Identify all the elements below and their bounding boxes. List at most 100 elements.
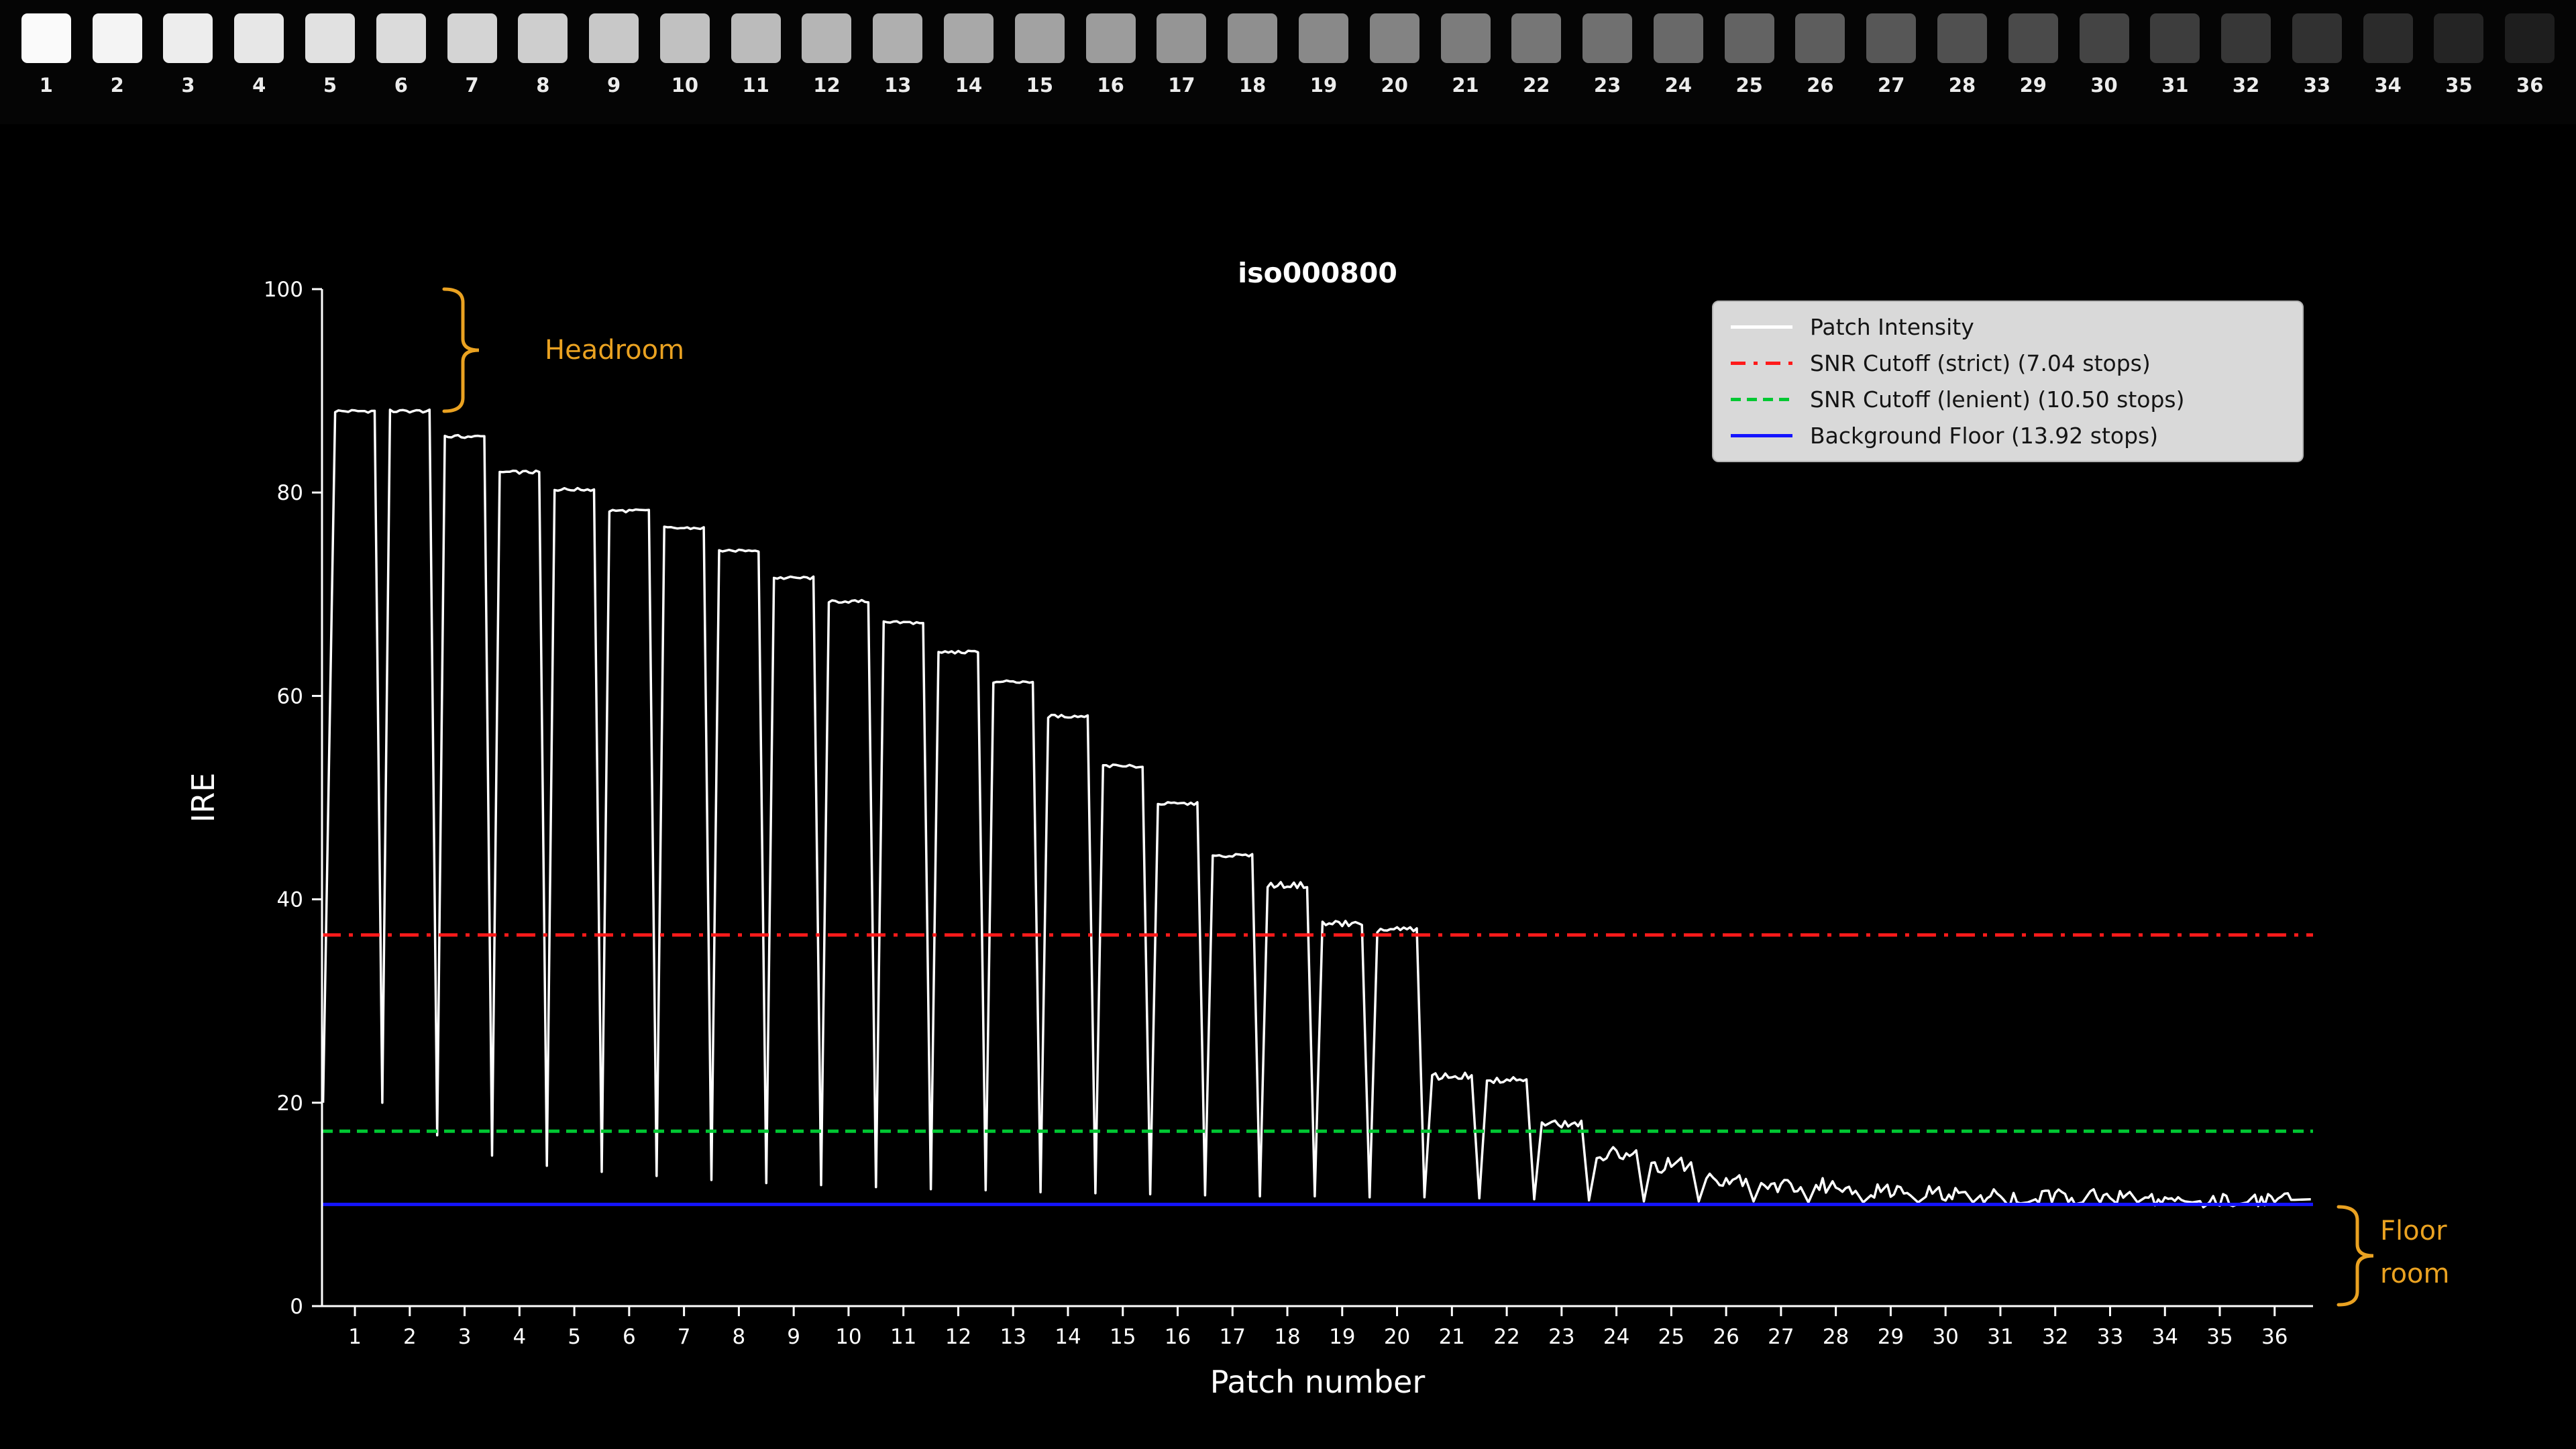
patch-cell: 23 — [1572, 13, 1643, 124]
gray-patch — [589, 13, 639, 63]
patch-number-label: 21 — [1452, 74, 1479, 97]
x-tick-label: 25 — [1658, 1325, 1684, 1349]
gray-patch — [1228, 13, 1277, 63]
x-tick-label: 17 — [1220, 1325, 1246, 1349]
patch-number-label: 18 — [1239, 74, 1266, 97]
gray-patch — [1866, 13, 1916, 63]
patch-cell: 22 — [1501, 13, 1572, 124]
legend-line-sample-red — [1731, 362, 1792, 365]
x-tick-label: 19 — [1329, 1325, 1355, 1349]
patch-cell: 24 — [1643, 13, 1714, 124]
patch-number-label: 11 — [743, 74, 769, 97]
x-tick-label: 16 — [1165, 1325, 1191, 1349]
patch-cell: 28 — [1927, 13, 1998, 124]
x-tick-label: 4 — [513, 1325, 526, 1349]
patch-cell: 4 — [223, 13, 294, 124]
x-tick-label: 36 — [2261, 1325, 2288, 1349]
gray-patch — [2150, 13, 2200, 63]
x-tick-label: 29 — [1878, 1325, 1904, 1349]
y-tick-label: 60 — [277, 684, 303, 708]
patch-cell: 12 — [792, 13, 863, 124]
gray-patch — [1654, 13, 1703, 63]
patch-number-label: 16 — [1097, 74, 1124, 97]
patch-cell: 25 — [1714, 13, 1785, 124]
gray-patch — [163, 13, 213, 63]
gray-patch — [2363, 13, 2413, 63]
patch-cell: 14 — [933, 13, 1004, 124]
legend-label: SNR Cutoff (lenient) (10.50 stops) — [1810, 386, 2185, 413]
patch-number-label: 15 — [1026, 74, 1053, 97]
patch-number-label: 24 — [1665, 74, 1692, 97]
gray-patch — [660, 13, 710, 63]
gray-patch — [2008, 13, 2058, 63]
patch-cell: 35 — [2424, 13, 2495, 124]
legend-line-sample-white — [1731, 325, 1792, 329]
legend-item-patch-intensity: Patch Intensity — [1731, 314, 2285, 340]
x-tick-label: 12 — [945, 1325, 971, 1349]
patch-number-label: 6 — [394, 74, 408, 97]
x-tick-label: 7 — [678, 1325, 691, 1349]
gray-patch — [305, 13, 355, 63]
patch-cell: 26 — [1785, 13, 1856, 124]
x-tick-label: 28 — [1823, 1325, 1849, 1349]
patch-number-label: 8 — [536, 74, 549, 97]
patch-cell: 31 — [2139, 13, 2210, 124]
patch-number-label: 9 — [607, 74, 621, 97]
gray-patch — [1725, 13, 1774, 63]
patch-cell: 15 — [1004, 13, 1075, 124]
gray-patch — [873, 13, 922, 63]
x-tick-label: 23 — [1548, 1325, 1574, 1349]
patch-number-label: 33 — [2304, 74, 2330, 97]
gray-patch — [1511, 13, 1561, 63]
y-tick-label: 40 — [277, 888, 303, 912]
patch-cell: 30 — [2069, 13, 2140, 124]
chart-area: 0204060801001234567891011121314151617181… — [0, 124, 2576, 1449]
floor-room-annotation: Floor room — [2380, 1210, 2449, 1295]
patch-intensity-trace — [323, 410, 2311, 1208]
gray-patch — [93, 13, 142, 63]
patch-number-label: 3 — [181, 74, 195, 97]
patch-cell: 11 — [720, 13, 792, 124]
x-tick-label: 14 — [1055, 1325, 1081, 1349]
x-tick-label: 10 — [835, 1325, 861, 1349]
headroom-annotation: Headroom — [545, 335, 684, 366]
x-tick-label: 30 — [1932, 1325, 1958, 1349]
patch-number-label: 12 — [813, 74, 840, 97]
x-tick-label: 21 — [1439, 1325, 1465, 1349]
y-tick-label: 0 — [290, 1295, 303, 1319]
patch-number-label: 34 — [2374, 74, 2401, 97]
patch-cell: 21 — [1430, 13, 1501, 124]
patch-cell: 1 — [11, 13, 82, 124]
patch-cell: 8 — [507, 13, 578, 124]
patch-number-label: 29 — [2020, 74, 2047, 97]
y-axis-label: IRE — [185, 773, 221, 823]
patch-cell: 20 — [1359, 13, 1430, 124]
patch-number-label: 31 — [2161, 74, 2188, 97]
gray-patch — [1299, 13, 1348, 63]
patch-number-label: 5 — [323, 74, 337, 97]
gray-patch — [1086, 13, 1136, 63]
gray-patch — [1582, 13, 1632, 63]
legend: Patch Intensity SNR Cutoff (strict) (7.0… — [1712, 301, 2304, 462]
patch-number-label: 19 — [1310, 74, 1337, 97]
gray-patch — [1937, 13, 1987, 63]
patch-number-label: 22 — [1523, 74, 1550, 97]
x-tick-label: 13 — [1000, 1325, 1026, 1349]
gray-patch — [2292, 13, 2342, 63]
x-axis-label: Patch number — [1210, 1364, 1426, 1400]
patch-number-label: 1 — [40, 74, 53, 97]
patch-cell: 10 — [649, 13, 720, 124]
x-tick-label: 35 — [2206, 1325, 2233, 1349]
patch-number-label: 35 — [2445, 74, 2472, 97]
headroom-brace — [444, 289, 479, 411]
x-tick-label: 32 — [2042, 1325, 2068, 1349]
patch-number-label: 30 — [2090, 74, 2117, 97]
legend-label: Patch Intensity — [1810, 314, 1974, 340]
legend-item-background-floor: Background Floor (13.92 stops) — [1731, 423, 2285, 449]
x-tick-label: 1 — [348, 1325, 362, 1349]
gray-patch — [802, 13, 851, 63]
gray-patch — [376, 13, 426, 63]
patch-cell: 9 — [578, 13, 649, 124]
patch-cell: 2 — [82, 13, 153, 124]
patch-cell: 29 — [1998, 13, 2069, 124]
